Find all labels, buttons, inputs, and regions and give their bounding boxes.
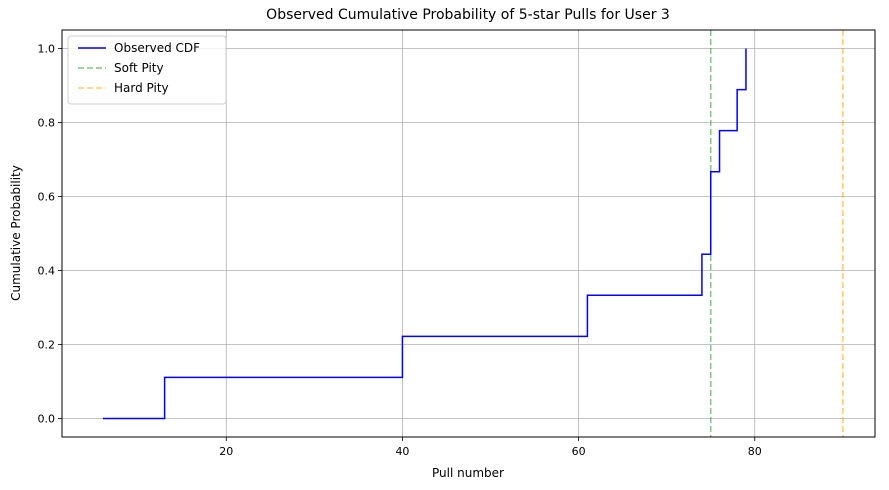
y-tick-label: 0.8: [38, 117, 56, 130]
grid: [62, 30, 875, 437]
legend-box: [67, 35, 227, 105]
reference-lines: [709, 30, 844, 437]
legend-label: Observed CDF: [114, 41, 200, 55]
y-tick-label: 1.0: [38, 43, 56, 56]
x-axis-label: Pull number: [432, 466, 504, 480]
y-tick-label: 0.2: [38, 339, 56, 352]
legend-label: Hard Pity: [114, 81, 169, 95]
series-line: [102, 48, 747, 420]
y-axis: 0.0 0.2 0.4 0.6 0.8 1.0: [38, 43, 62, 426]
x-tick-label: 60: [572, 445, 586, 458]
plot-frame: [61, 29, 876, 438]
x-axis: 20 40 60 80: [219, 437, 762, 458]
x-tick-label: 80: [748, 445, 762, 458]
legend: Observed CDF Soft Pity Hard Pity: [67, 35, 227, 105]
x-tick-label: 40: [395, 445, 409, 458]
x-tick-label: 20: [219, 445, 233, 458]
y-axis-label: Cumulative Probability: [9, 165, 23, 301]
legend-label: Soft Pity: [114, 61, 164, 75]
chart-title: Observed Cumulative Probability of 5-sta…: [266, 7, 670, 23]
y-tick-label: 0.6: [38, 191, 56, 204]
y-tick-label: 0.4: [38, 265, 56, 278]
series-group: [102, 48, 747, 420]
y-tick-label: 0.0: [38, 413, 56, 426]
